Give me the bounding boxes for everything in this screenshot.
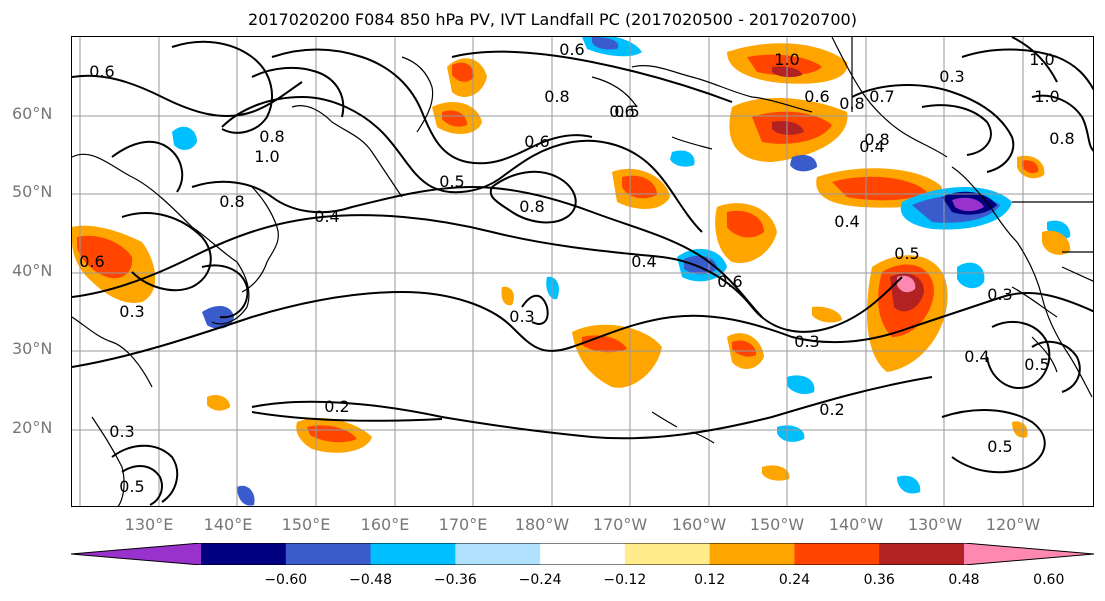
contour-label: 0.5 (894, 244, 919, 263)
contour-label: 0.4 (631, 252, 656, 271)
colorbar-tick-label: −0.36 (433, 572, 477, 588)
lat-label-50n: 50°N (12, 182, 53, 201)
map-plot-area: 0.60.60.80.60.80.50.80.61.00.80.51.00.60… (71, 36, 1094, 507)
contour-label: 0.3 (939, 67, 964, 86)
contour-label: 0.5 (119, 477, 144, 496)
colorbar-tick-label: −0.60 (264, 572, 308, 588)
contour-label: 1.0 (254, 147, 279, 166)
contour-label: 0.6 (89, 62, 114, 81)
contour-label: 0.6 (609, 102, 634, 121)
colorbar-tick-label: 0.60 (1033, 572, 1065, 588)
contour-label: 1.0 (774, 50, 799, 69)
colorbar-segment (370, 543, 456, 565)
lon-label-180w: 180°W (514, 515, 570, 534)
colorbar-tick-label: 0.24 (778, 572, 811, 588)
colorbar-segment (201, 543, 287, 565)
contour-label: 0.5 (987, 437, 1012, 456)
coastlines (72, 37, 1093, 506)
contour-label: 0.4 (964, 347, 989, 366)
contour-label: 0.4 (859, 137, 884, 156)
contour-label: 0.5 (439, 172, 464, 191)
contour-label: 0.2 (324, 397, 349, 416)
colorbar-segment (455, 543, 541, 565)
colorbar-tick-label: 0.12 (694, 572, 726, 588)
contour-label: 0.7 (869, 87, 894, 106)
contour-label: 0.6 (559, 40, 584, 59)
contour-label: 0.6 (804, 87, 829, 106)
colorbar (71, 543, 1094, 565)
map-canvas: 0.60.60.80.60.80.50.80.61.00.80.51.00.60… (72, 37, 1093, 506)
contour-label: 0.8 (259, 127, 284, 146)
lon-label-120w: 120°W (985, 515, 1041, 534)
contour-label: 0.5 (614, 102, 639, 121)
shaded-anomalies (72, 37, 1071, 506)
lon-label-170w: 170°W (592, 515, 648, 534)
contour-label: 1.0 (1029, 50, 1054, 69)
colorbar-tick-label: −0.48 (349, 572, 392, 588)
contour-label: 0.6 (79, 252, 104, 271)
contour-label: 1.0 (1034, 87, 1059, 106)
contour-label: 0.8 (219, 192, 244, 211)
colorbar-segment (540, 543, 626, 565)
colorbar-tick-label: 0.36 (863, 572, 895, 588)
colorbar-tick-label: −0.24 (518, 572, 562, 588)
contour-label: 0.3 (119, 302, 144, 321)
lat-label-20n: 20°N (12, 418, 53, 437)
lon-label-150w: 150°W (749, 515, 805, 534)
colorbar-segment (709, 543, 795, 565)
lon-label-160w: 160°W (671, 515, 727, 534)
lon-label-150e: 150°E (281, 515, 331, 534)
contour-label: 0.3 (987, 285, 1012, 304)
lon-label-140e: 140°E (203, 515, 253, 534)
colorbar-segment (285, 543, 372, 565)
contour-label: 0.8 (839, 94, 864, 113)
lon-label-130e: 130°E (124, 515, 174, 534)
ivt-contours (72, 37, 1093, 506)
colorbar-segment (879, 543, 965, 565)
colorbar-extend-min (71, 543, 201, 565)
contour-label: 0.5 (1024, 355, 1049, 374)
lon-label-160e: 160°E (360, 515, 410, 534)
colorbar-tick-label: 0.48 (948, 572, 980, 588)
contour-label: 0.6 (524, 132, 549, 151)
contour-label: 0.4 (834, 212, 859, 231)
colorbar-segment (624, 543, 711, 565)
contour-label: 0.8 (1049, 129, 1074, 148)
map-title: 2017020200 F084 850 hPa PV, IVT Landfall… (248, 10, 857, 29)
contour-label: 0.2 (819, 400, 844, 419)
contour-label: 0.8 (544, 87, 569, 106)
lat-label-40n: 40°N (12, 261, 53, 280)
colorbar-extend-max (964, 543, 1094, 565)
lat-label-60n: 60°N (12, 104, 53, 123)
contour-label: 0.4 (314, 207, 339, 226)
colorbar-segment (794, 543, 880, 565)
contour-label: 0.8 (519, 197, 544, 216)
contour-labels: 0.60.60.80.60.80.50.80.61.00.80.51.00.60… (79, 40, 1074, 496)
contour-label: 0.6 (717, 272, 742, 291)
contour-label: 0.8 (864, 130, 889, 149)
lat-label-30n: 30°N (12, 339, 53, 358)
lon-label-130w: 130°W (907, 515, 963, 534)
contour-label: 0.3 (794, 332, 819, 351)
contour-label: 0.3 (509, 307, 534, 326)
contour-label: 0.3 (109, 422, 134, 441)
lon-label-170e: 170°E (438, 515, 488, 534)
lon-label-140w: 140°W (828, 515, 884, 534)
colorbar-tick-label: −0.12 (603, 572, 647, 588)
